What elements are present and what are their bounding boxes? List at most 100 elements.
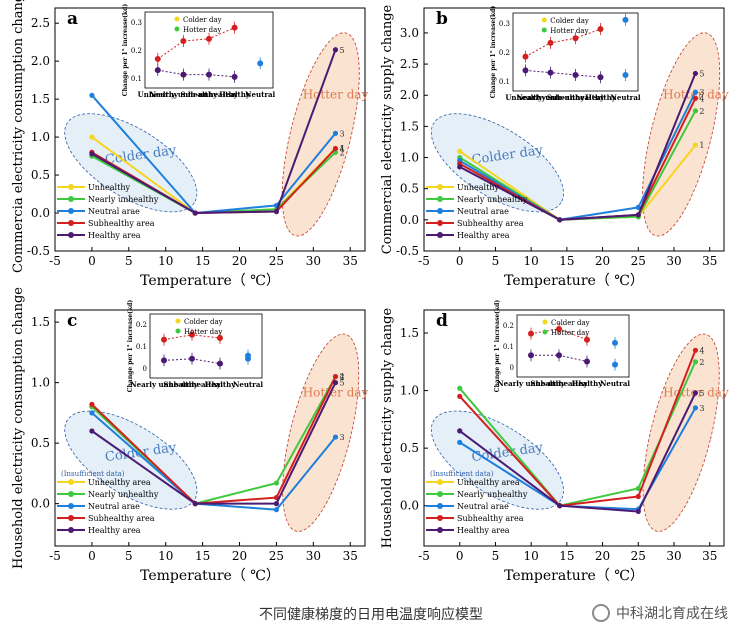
inset-colder-line bbox=[157, 69, 235, 78]
inset-point bbox=[206, 71, 212, 78]
series-point bbox=[692, 95, 699, 101]
legend-label: Unhealthy bbox=[88, 183, 130, 192]
inset-point bbox=[622, 71, 629, 78]
legend-label: Unhealthy area bbox=[457, 478, 520, 487]
inset-point bbox=[622, 16, 629, 23]
y-tick-label: 2.0 bbox=[31, 54, 50, 68]
inset-y-tick-label: 0 bbox=[143, 365, 147, 373]
inset-chart: 0.2 0.1 0 Change per 1° increase(kd)Nearly … bbox=[494, 300, 630, 393]
x-tick-label: 10 bbox=[158, 254, 173, 268]
inset-legend-marker bbox=[174, 26, 180, 32]
inset-point bbox=[612, 361, 618, 368]
inset-point bbox=[597, 26, 604, 33]
legend-label: Nearly unhealthy bbox=[457, 195, 528, 204]
inset-y-tick-label: 0 bbox=[510, 364, 514, 372]
inset-legend-label: Hotter day bbox=[550, 27, 588, 35]
series-point bbox=[557, 503, 563, 509]
inset-y-label: Change per 1° increase(kd) bbox=[127, 300, 134, 393]
cold-region bbox=[64, 113, 198, 213]
x-axis-label: Temperature（ ℃） bbox=[140, 273, 280, 289]
inset-legend-label: Hotter day bbox=[551, 329, 589, 337]
legend-label: Neutral arae bbox=[88, 502, 140, 511]
inset-legend-label: Colder day bbox=[183, 16, 222, 24]
series-point bbox=[332, 145, 339, 152]
series-end-tag: 5 bbox=[339, 46, 344, 55]
x-tick-label: 0 bbox=[88, 549, 96, 563]
series-line bbox=[91, 376, 337, 505]
x-tick-label: 35 bbox=[343, 254, 358, 268]
legend-marker bbox=[68, 527, 74, 533]
inset-point bbox=[584, 336, 590, 343]
inset-frame bbox=[149, 313, 263, 379]
y-tick-label: 2.5 bbox=[400, 57, 419, 71]
x-tick-label: 5 bbox=[125, 549, 133, 563]
series-end-tag: 3 bbox=[699, 404, 704, 413]
inset-colder-line bbox=[525, 69, 601, 78]
series-line bbox=[459, 73, 697, 221]
legend-label: Nearly unhealthy bbox=[88, 490, 159, 499]
x-tick-label: 35 bbox=[343, 549, 358, 563]
y-tick-label: 1.0 bbox=[400, 384, 419, 398]
inset-y-tick-label: 0.1 bbox=[503, 343, 514, 351]
hot-region bbox=[282, 333, 360, 532]
inset-y-tick-label: 0.2 bbox=[503, 322, 514, 330]
inset-point bbox=[572, 71, 579, 78]
inset-colder-line bbox=[531, 354, 588, 362]
inset-legend-label: Colder day bbox=[184, 318, 223, 326]
x-tick-label: 35 bbox=[702, 549, 717, 563]
inset-legend-label: Colder day bbox=[550, 17, 589, 25]
legend-marker bbox=[437, 196, 443, 202]
series-point bbox=[692, 405, 699, 411]
legend-label: Subhealthy area bbox=[457, 219, 524, 228]
x-tick-label: 25 bbox=[631, 254, 646, 268]
series-point bbox=[332, 373, 339, 380]
legend-label: Neutral arae bbox=[457, 502, 509, 511]
series-line bbox=[91, 412, 337, 511]
x-tick-label: 15 bbox=[195, 549, 210, 563]
inset-y-label: Change per 1° increase(kd) bbox=[122, 4, 129, 97]
inset-category-label: Healthy bbox=[572, 379, 604, 388]
inset-category-label: Neutral bbox=[233, 380, 263, 389]
legend-marker bbox=[437, 491, 443, 497]
y-tick-label: 2.0 bbox=[400, 88, 419, 102]
x-tick-label: -5 bbox=[49, 254, 61, 268]
y-tick-label: 0.5 bbox=[400, 441, 419, 455]
insufficient-note: (Insufficient data) bbox=[61, 470, 125, 478]
series-point bbox=[692, 359, 699, 365]
legend-label: Healthy area bbox=[457, 526, 510, 535]
inset-category-label: Sub-unhealthy bbox=[163, 380, 221, 389]
series-end-tag: 4 bbox=[699, 94, 704, 103]
y-tick-label: 1.0 bbox=[31, 130, 50, 144]
legend-label: Healthy area bbox=[88, 231, 141, 240]
inset-y-tick-label: 0.3 bbox=[499, 20, 510, 28]
series-point bbox=[457, 385, 463, 391]
legend-marker bbox=[437, 527, 443, 533]
y-tick-label: 1.5 bbox=[31, 92, 50, 106]
x-tick-label: 10 bbox=[524, 254, 539, 268]
inset-category-label: Sub-unhealthy bbox=[547, 93, 605, 102]
series-point bbox=[332, 434, 339, 440]
x-axis-label: Temperature（ ℃） bbox=[504, 568, 644, 584]
series-end-tag: 5 bbox=[699, 69, 704, 78]
legend-marker bbox=[437, 184, 443, 190]
legend-marker bbox=[68, 491, 74, 497]
x-tick-label: -5 bbox=[49, 549, 61, 563]
y-tick-label: 1.0 bbox=[31, 376, 50, 390]
series-point bbox=[192, 210, 198, 216]
hot-region-label: Hotter day bbox=[303, 87, 369, 101]
inset-legend-label: Colder day bbox=[551, 319, 590, 327]
x-tick-label: 30 bbox=[306, 254, 321, 268]
inset-hotter-line bbox=[530, 328, 588, 341]
hot-region-label: Hotter day bbox=[303, 386, 369, 400]
plot-frame bbox=[423, 309, 725, 547]
inset-point bbox=[612, 339, 618, 346]
series-end-tag: 1 bbox=[339, 144, 344, 153]
inset-category-label: Healthy bbox=[205, 380, 237, 389]
series-end-tag: 2 bbox=[699, 358, 704, 367]
legend-marker bbox=[68, 232, 74, 238]
inset-colder-line bbox=[163, 358, 221, 365]
inset-y-label: Change per 1° increase(kd) bbox=[490, 6, 497, 99]
inset-category-label: Neutral bbox=[610, 93, 640, 102]
insufficient-note: (Insufficient data) bbox=[430, 470, 494, 478]
